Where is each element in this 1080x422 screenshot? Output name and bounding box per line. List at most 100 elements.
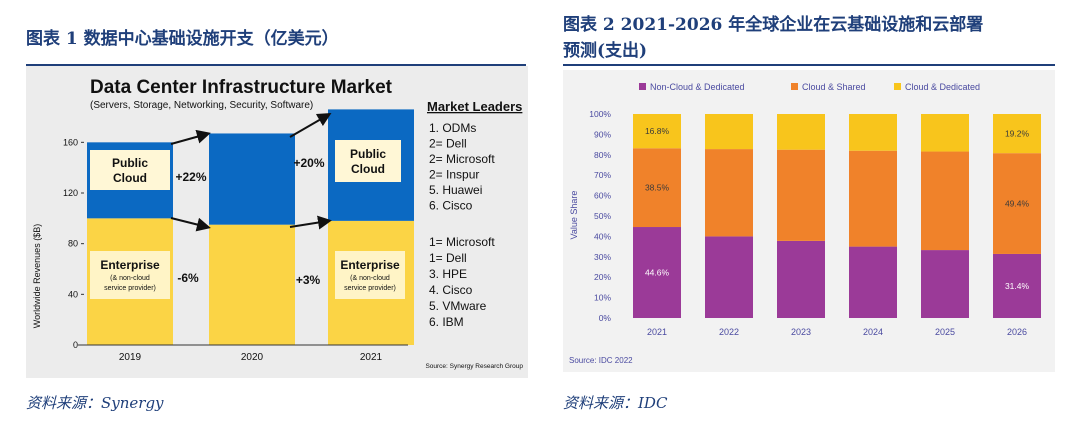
data-label: 44.6% [645,268,670,278]
bar-segment-2024-0 [849,246,897,318]
chart2-x-tick-2025: 2025 [935,327,955,337]
bar-segment-2023-0 [777,240,825,318]
legend-label: Non-Cloud & Dedicated [650,82,745,92]
enterprise-note-2021: (& non-cloud service provider) [344,275,396,292]
chart1-x-tick-2021: 2021 [360,352,383,363]
figure1-rule [26,64,526,66]
cloud-leader-item: 5. Huawei [429,183,482,197]
bar-segment-2025-0 [921,250,969,318]
bar-segment-2023-2 [777,114,825,150]
data-label: 38.5% [645,183,670,193]
chart1-title: Data Center Infrastructure Market [90,77,393,98]
growth-cloud-2020: +22% [175,170,206,184]
bar-segment-2021-2 [633,114,681,149]
public-cloud-label-box-2019 [90,150,170,190]
bar-segment-2026-2 [993,114,1041,154]
cloud-leader-item: 6. Cisco [429,199,473,213]
chart2-source-note: Source: IDC 2022 [569,356,633,365]
chart2-y-tick: 60% [594,191,611,201]
public-cloud-label-text-2019: Public Cloud [112,156,148,185]
chart1-y-axis-label: Worldwide Revenues ($B) [32,224,42,328]
cloud-leader-item: 2= Inspur [429,168,479,182]
bar-segment-2026-1 [993,153,1041,254]
chart2-x-tick-2022: 2022 [719,327,739,337]
bar-segment-2025-1 [921,151,969,251]
enterprise-label-2019: Enterprise [100,258,160,272]
chart2-y-axis-label: Value Share [569,191,579,240]
chart2-y-tick: 50% [594,211,611,221]
chart1-x-tick-2020: 2020 [241,352,264,363]
public-cloud-label-text-2021: Public Cloud [350,147,386,176]
public-cloud-bar-2020 [209,133,295,225]
bar-segment-2025-2 [921,114,969,152]
enterprise-leader-item: 6. IBM [429,315,464,329]
bar-segment-2024-2 [849,114,897,151]
bar-segment-2023-1 [777,149,825,241]
enterprise-leader-item: 5. VMware [429,299,487,313]
enterprise-leader-item: 1= Dell [429,251,467,265]
enterprise-note-2019: (& non-cloud service provider) [104,275,156,292]
enterprise-label-box-2019 [90,251,170,299]
figure2-caption-line1: 图表 2 2021-2026 年全球企业在云基础设施和云部署 [563,15,984,35]
arrow-cloud-2019-2020 [170,129,211,145]
chart2-y-tick: 0% [599,313,612,323]
enterprise-bar-2020 [209,224,295,345]
cloud-leader-item: 2= Microsoft [429,152,495,166]
growth-cloud-2021: +20% [293,156,324,170]
arrow-enterprise-2020-2021 [289,215,332,230]
data-label: 16.8% [645,126,670,136]
growth-enterprise-2021: +3% [296,273,321,287]
data-label: 19.2% [1005,129,1030,139]
arrow-cloud-2020-2021 [289,112,332,138]
enterprise-leader-item: 1= Microsoft [429,235,495,249]
legend-swatch [791,83,798,90]
chart2-y-tick: 100% [589,109,611,119]
bar-segment-2024-1 [849,150,897,247]
chart1-subtitle: (Servers, Storage, Networking, Security,… [90,100,313,111]
legend-label: Cloud & Shared [802,82,866,92]
market-leaders-title: Market Leaders [427,99,522,114]
chart2-y-tick: 80% [594,150,611,160]
chart2-x-tick-2021: 2021 [647,327,667,337]
cloud-share-chart: Non-Cloud & Dedicated Cloud & Shared Cloud… [563,70,1055,372]
legend-swatch [639,83,646,90]
cloud-leader-item: 2= Dell [429,137,467,151]
bar-segment-2026-0 [993,253,1041,318]
legend-swatch [894,83,901,90]
chart1-x-tick-2019: 2019 [119,352,142,363]
legend-label: Cloud & Dedicated [905,82,980,92]
enterprise-label-box-2021 [335,251,405,299]
figure2-source: 资料来源：IDC [563,394,668,412]
enterprise-label-2021: Enterprise [340,258,400,272]
chart1-source-note: Source: Synergy Research Group [425,363,523,370]
bar-segment-2021-0 [633,227,681,318]
chart1-y-tick: 160 [63,137,78,147]
public-cloud-label-box-2021 [335,140,401,182]
chart2-y-tick: 10% [594,293,611,303]
chart2-x-tick-2024: 2024 [863,327,883,337]
bar-segment-2022-0 [705,236,753,318]
bar-segment-2021-1 [633,148,681,228]
chart2-y-tick: 30% [594,252,611,262]
chart2-x-tick-2023: 2023 [791,327,811,337]
enterprise-leader-item: 3. HPE [429,267,467,281]
chart1-y-tick: 40 [68,289,78,299]
chart2-y-tick: 70% [594,170,611,180]
figure1-caption: 图表 1 数据中心基础设施开支（亿美元） [26,29,339,49]
chart2-y-tick: 20% [594,272,611,282]
bar-segment-2022-1 [705,149,753,237]
chart2-x-tick-2026: 2026 [1007,327,1027,337]
arrow-enterprise-2019-2020 [170,217,211,232]
figure2-caption-line2: 预测(支出) [563,41,648,61]
dc-infrastructure-chart: Data Center Infrastructure Market (Serve… [26,66,528,378]
cloud-leader-item: 1. ODMs [429,121,476,135]
chart1-y-tick: 120 [63,188,78,198]
chart1-y-tick: 80 [68,239,78,249]
chart1-y-tick: 0 [73,340,78,350]
enterprise-leader-item: 4. Cisco [429,283,473,297]
chart2-y-tick: 40% [594,231,611,241]
data-label: 49.4% [1005,199,1030,209]
growth-enterprise-2020: -6% [177,271,199,285]
data-label: 31.4% [1005,281,1030,291]
bar-segment-2022-2 [705,114,753,150]
